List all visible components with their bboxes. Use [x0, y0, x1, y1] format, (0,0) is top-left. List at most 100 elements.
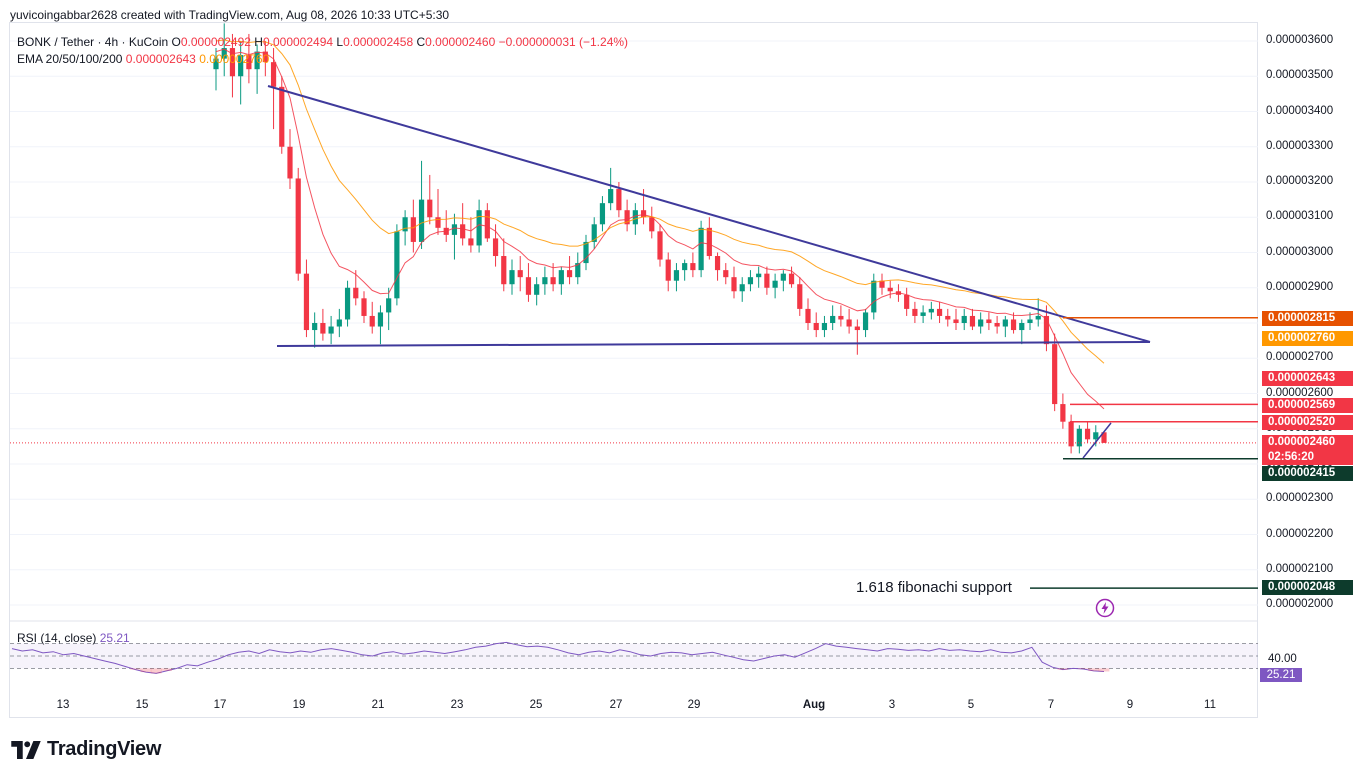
candle-body — [1076, 428, 1082, 447]
candle-body — [344, 287, 351, 320]
price-axis-label: 0.000003600 — [1266, 34, 1334, 46]
candle-body — [361, 298, 367, 316]
time-axis-label: 5 — [967, 699, 975, 711]
candle-body — [418, 199, 425, 242]
time-axis-label: 9 — [1126, 699, 1134, 711]
price-tag: 0.000002643 — [1262, 371, 1353, 386]
symbol-label: BONK / Tether · 4h · KuCoin — [17, 35, 169, 49]
candle-body — [953, 319, 959, 323]
candle-body — [780, 273, 786, 281]
ema-label: EMA 20/50/100/200 — [17, 52, 123, 66]
candle-body — [904, 294, 910, 309]
time-axis-label: 13 — [56, 699, 70, 711]
flash-icon[interactable] — [1095, 598, 1115, 618]
price-tag: 02:56:20 — [1262, 450, 1353, 465]
price-axis-label: 0.000002300 — [1266, 492, 1334, 505]
attribution-header: yuvicoingabbar2628 created with TradingV… — [10, 8, 450, 22]
candle-body — [690, 263, 696, 271]
candle-body — [1027, 319, 1033, 323]
candle-body — [1002, 319, 1008, 327]
price-axis-label: 0.000002700 — [1266, 351, 1334, 364]
candle-body — [1060, 404, 1066, 422]
candle-body — [476, 210, 482, 246]
candle-body — [451, 224, 458, 235]
time-axis-label: 23 — [450, 699, 464, 711]
rsi-legend: RSI (14, close) 25.21 — [17, 631, 130, 645]
candle-body — [608, 189, 614, 204]
rsi-level-40: 40.00 — [1268, 653, 1297, 665]
candle-body — [920, 312, 926, 316]
candle-body — [534, 284, 540, 295]
candle-body — [986, 319, 992, 323]
candle-body — [386, 298, 392, 313]
candle-body — [460, 224, 466, 239]
price-tag: 0.000002569 — [1262, 398, 1353, 413]
candle-body — [1101, 432, 1107, 443]
candle-body — [1019, 323, 1025, 331]
tradingview-logo-text: TradingView — [47, 738, 162, 760]
price-axis-label: 0.000003400 — [1266, 104, 1334, 117]
candle-body — [657, 231, 663, 260]
candle-body — [928, 308, 934, 313]
price-tag: 0.000002760 — [1262, 331, 1353, 346]
candle-body — [969, 315, 976, 327]
price-axis-label: 0.000003200 — [1266, 175, 1334, 187]
price-tag: 0.000002415 — [1262, 466, 1353, 481]
price-axis-label: 0.000002200 — [1266, 527, 1334, 540]
candle-body — [254, 51, 260, 70]
candle-body — [303, 273, 310, 331]
high-label: H — [254, 35, 263, 49]
candle-body — [887, 287, 893, 292]
candle-body — [353, 287, 359, 299]
ema-legend: EMA 20/50/100/200 0.000002643 0.00000276… — [17, 52, 269, 66]
candle-body — [624, 210, 630, 225]
time-axis-label: 27 — [609, 699, 623, 711]
price-tag: 0.000002460 — [1262, 435, 1353, 450]
candle-body — [640, 210, 647, 218]
price-axis-label: 0.000003300 — [1266, 139, 1334, 152]
price-axis-label: 0.000002900 — [1266, 280, 1334, 293]
candle-body — [468, 238, 474, 246]
candle-body — [805, 308, 811, 323]
candle-body — [665, 259, 671, 281]
candle-body — [328, 326, 334, 334]
candle-body — [673, 270, 680, 281]
candle-body — [320, 323, 326, 334]
low-label: L — [336, 35, 344, 49]
candle-body — [649, 217, 655, 232]
candle-body — [336, 319, 342, 327]
candle-body — [1010, 319, 1017, 331]
candle-body — [945, 315, 951, 320]
candle-body — [936, 308, 943, 316]
candle-body — [797, 284, 803, 309]
time-axis-label: 17 — [213, 699, 227, 711]
time-axis-label: 29 — [687, 699, 701, 711]
candle-body — [698, 227, 704, 271]
candle-body — [287, 146, 293, 179]
candle-body — [410, 217, 416, 242]
candle-body — [402, 217, 408, 232]
candle-body — [229, 48, 236, 77]
descending-trendline — [267, 85, 1151, 343]
price-axis-label: 0.000003000 — [1266, 245, 1334, 258]
rising-wedge-line — [1082, 422, 1112, 459]
candle-body — [270, 62, 277, 87]
candle-body — [1052, 344, 1058, 405]
candle-body — [558, 270, 564, 285]
tradingview-logo[interactable]: TradingView — [11, 738, 161, 761]
candle-body — [221, 48, 227, 59]
time-axis-label: 25 — [529, 699, 543, 711]
candle-body — [583, 241, 589, 264]
chart-frame[interactable] — [9, 22, 1258, 718]
support-trendline — [276, 341, 1151, 347]
tradingview-logo-icon — [11, 740, 41, 759]
candle-body — [706, 227, 712, 257]
ema50-line — [215, 39, 1105, 364]
candle-body — [764, 273, 770, 288]
candle-body — [517, 270, 523, 278]
candle-body — [994, 323, 1000, 327]
candle-body — [682, 263, 688, 271]
candle-body — [484, 210, 490, 239]
candle-body — [879, 280, 885, 288]
